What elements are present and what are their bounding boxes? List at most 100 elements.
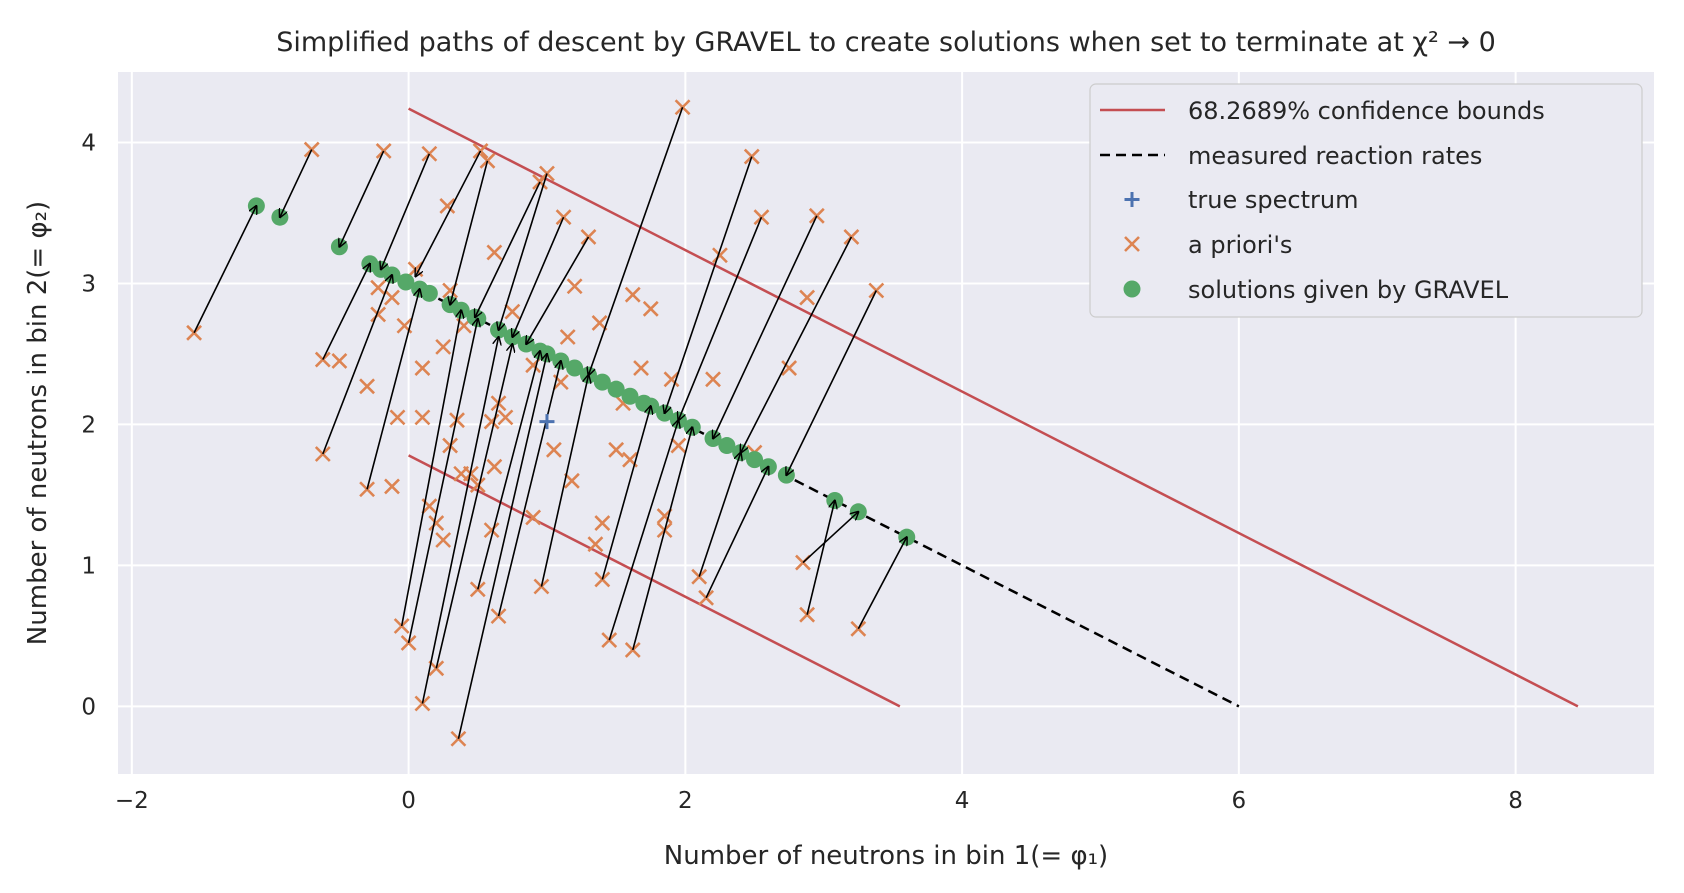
legend-label-true-spectrum: true spectrum xyxy=(1188,186,1358,214)
a-priori-marker xyxy=(591,314,608,331)
descent-path-arrow xyxy=(526,236,590,344)
a-priori-marker xyxy=(563,472,580,489)
a-priori-marker xyxy=(712,247,728,264)
a-priori-marker xyxy=(594,515,611,532)
a-priori-marker xyxy=(691,568,708,585)
descent-path-arrow xyxy=(705,467,768,599)
a-priori-marker xyxy=(449,412,465,429)
y-tick-label: 3 xyxy=(81,271,96,297)
a-priori-marker xyxy=(331,353,348,369)
y-tick-label: 2 xyxy=(81,412,96,438)
descent-path-arrow xyxy=(631,427,693,651)
legend-label-solutions: solutions given by GRAVEL xyxy=(1188,276,1509,304)
legend-marker-priori xyxy=(1124,236,1140,252)
descent-path-arrow xyxy=(601,406,650,580)
descent-path-arrow xyxy=(608,420,678,641)
a-priori-marker xyxy=(414,695,431,712)
y-axis-label: Number of neutrons in bin 2(= φ₂) xyxy=(23,201,53,645)
a-priori-marker xyxy=(743,148,760,165)
descent-path-arrow xyxy=(450,160,489,305)
descent-path-arrow xyxy=(665,156,753,414)
true-spectrum-marker xyxy=(539,414,555,430)
a-priori-marker xyxy=(525,509,542,526)
a-priori-marker xyxy=(868,282,885,299)
legend-marker-true-spectrum xyxy=(1124,192,1140,207)
a-priori-marker xyxy=(781,360,798,376)
descent-path-arrow xyxy=(857,537,906,630)
descent-path-arrow xyxy=(588,106,684,375)
descent-path-arrow xyxy=(435,344,512,669)
y-tick-label: 0 xyxy=(81,694,96,720)
a-priori-marker xyxy=(435,532,452,548)
a-priori-marker xyxy=(545,441,562,458)
descent-path-arrow xyxy=(407,319,478,644)
a-priori-marker xyxy=(400,634,417,651)
descent-path-arrow xyxy=(698,453,741,577)
a-priori-marker xyxy=(624,642,641,658)
a-priori-marker xyxy=(414,360,431,376)
descent-path-arrow xyxy=(477,351,540,590)
tick-labels: −2 0 2 4 6 8 0 1 2 3 4 xyxy=(81,130,1523,814)
a-priori-marker xyxy=(799,606,816,623)
descent-path-arrow xyxy=(381,153,431,270)
a-priori-marker xyxy=(370,306,387,323)
solution-marker xyxy=(718,437,736,455)
a-priori-marker xyxy=(428,515,445,532)
a-priori-marker xyxy=(384,478,400,495)
descent-path-arrow xyxy=(512,216,565,337)
confidence-bound-line xyxy=(408,107,1579,708)
descent-path-arrow xyxy=(193,206,256,334)
x-tick-label: 2 xyxy=(678,788,693,814)
descent-path-arrow xyxy=(802,512,858,564)
a-priori-marker xyxy=(479,152,496,169)
solution-marker xyxy=(566,359,584,377)
a-priori-marker xyxy=(414,409,431,426)
descent-path-arrow xyxy=(421,337,498,704)
a-priori-marker xyxy=(483,413,500,430)
a-priori-marker xyxy=(504,303,521,320)
a-priori-marker xyxy=(435,338,452,355)
solution-marker xyxy=(607,380,625,398)
descent-path-arrow xyxy=(497,361,561,617)
a-priori-marker xyxy=(497,409,514,426)
descent-path-arrow xyxy=(322,275,392,455)
a-priori-marker xyxy=(663,371,680,388)
a-priori-marker xyxy=(303,141,320,158)
a-priori-marker xyxy=(674,99,691,116)
a-priori-marker xyxy=(486,244,503,261)
chart-title: Simplified paths of descent by GRAVEL to… xyxy=(276,27,1496,58)
legend-box xyxy=(1089,83,1643,318)
descent-path-arrow xyxy=(741,236,853,453)
legend-label-bounds: 68.2689% confidence bounds xyxy=(1188,97,1545,125)
descent-path-arrow xyxy=(457,354,547,739)
legend: 68.2689% confidence bounds measured reac… xyxy=(1089,83,1643,318)
a-priori-marker xyxy=(633,360,649,376)
a-priori-marker xyxy=(389,409,406,426)
a-priori-marker xyxy=(384,289,400,306)
x-tick-label: 4 xyxy=(955,788,970,814)
solution-marker xyxy=(397,273,415,291)
descent-path-arrow xyxy=(786,290,878,475)
a-priori-marker xyxy=(799,289,816,306)
x-tick-label: 6 xyxy=(1232,788,1247,814)
x-tick-label: −2 xyxy=(115,788,149,814)
a-priori-marker xyxy=(587,536,604,553)
solution-marker xyxy=(593,373,611,391)
a-priori-marker xyxy=(483,522,500,539)
a-priori-marker xyxy=(705,371,721,388)
y-tick-label: 1 xyxy=(81,553,96,579)
x-axis-label: Number of neutrons in bin 1(= φ₁) xyxy=(664,841,1108,871)
a-priori-marker xyxy=(359,378,376,395)
legend-label-priori: a priori's xyxy=(1188,231,1292,259)
legend-label-measured: measured reaction rates xyxy=(1188,142,1482,170)
descent-path-arrow xyxy=(806,501,835,615)
a-priori-marker xyxy=(566,278,583,295)
a-priori-marker xyxy=(624,286,641,303)
a-priori-marker xyxy=(439,197,456,214)
descent-path-arrow xyxy=(475,181,541,317)
a-priori-marker xyxy=(486,458,503,475)
series-layer xyxy=(186,99,1579,747)
a-priori-marker xyxy=(808,207,825,224)
a-priori-marker xyxy=(559,329,576,345)
legend-marker-solutions xyxy=(1123,280,1141,298)
